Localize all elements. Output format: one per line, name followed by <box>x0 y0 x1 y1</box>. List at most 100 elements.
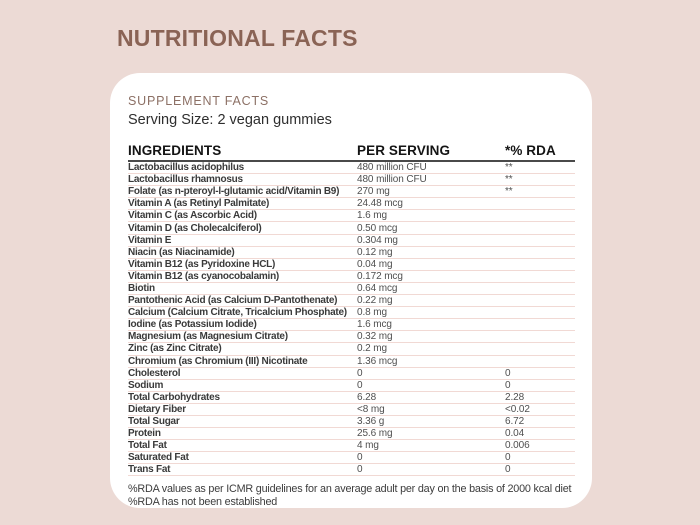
cell-per-serving: 1.6 mg <box>357 210 387 222</box>
cell-ingredient: Total Sugar <box>128 416 180 428</box>
table-row: Protein 25.6 mg 0.04 <box>128 428 575 441</box>
table-row: Niacin (as Niacinamide) 0.12 mg <box>128 247 575 259</box>
cell-ingredient: Biotin <box>128 282 155 294</box>
cell-ingredient: Vitamin C (as Ascorbic Acid) <box>128 210 257 222</box>
cell-per-serving: 1.6 mcg <box>357 319 392 331</box>
cell-per-serving: 0.8 mg <box>357 307 387 319</box>
table-body: Lactobacillus acidophilus 480 million CFU… <box>128 162 575 477</box>
cell-ingredient: Lactobacillus acidophilus <box>128 162 244 174</box>
table-row: Total Carbohydrates 6.28 2.28 <box>128 392 575 404</box>
table-row: Trans Fat 0 0 <box>128 464 575 477</box>
cell-per-serving: 0.304 mg <box>357 234 398 246</box>
cell-per-serving: 480 million CFU <box>357 162 427 174</box>
table-row: Total Sugar 3.36 g 6.72 <box>128 416 575 429</box>
cell-ingredient: Pantothenic Acid (as Calcium D-Pantothen… <box>128 295 338 307</box>
cell-per-serving: 24.48 mcg <box>357 198 403 210</box>
cell-per-serving: 0 <box>357 452 363 464</box>
cell-rda: ** <box>505 186 513 198</box>
cell-rda: 6.72 <box>505 416 525 428</box>
cell-per-serving: 0 <box>357 367 363 379</box>
cell-per-serving: 4 mg <box>357 440 379 452</box>
cell-ingredient: Vitamin D (as Cholecalciferol) <box>128 222 262 234</box>
cell-per-serving: 6.28 <box>357 391 377 403</box>
cell-ingredient: Saturated Fat <box>128 452 189 464</box>
table-row: Lactobacillus rhamnosus 480 million CFU ** <box>128 174 575 187</box>
table-row: Dietary Fiber <8 mg <0.02 <box>128 404 575 416</box>
cell-per-serving: 0.22 mg <box>357 295 393 307</box>
supplement-facts-heading: SUPPLEMENT FACTS <box>128 94 270 108</box>
table-row: Vitamin B12 (as Pyridoxine HCL) 0.04 mg <box>128 259 575 271</box>
table-header-row: INGREDIENTS PER SERVING *% RDA <box>128 141 575 162</box>
cell-rda: ** <box>505 162 513 174</box>
footnote-not-established: %RDA has not been established <box>128 496 278 509</box>
cell-per-serving: 1.36 mcg <box>357 355 398 367</box>
cell-ingredient: Magnesium (as Magnesium Citrate) <box>128 331 288 343</box>
cell-per-serving: 0.32 mg <box>357 331 393 343</box>
cell-per-serving: 0.50 mcg <box>357 222 398 234</box>
cell-per-serving: 0.2 mg <box>357 343 387 355</box>
column-header-ingredients: INGREDIENTS <box>128 143 222 158</box>
cell-rda: 2.28 <box>505 391 525 403</box>
cell-ingredient: Iodine (as Potassium Iodide) <box>128 319 257 331</box>
cell-ingredient: Dietary Fiber <box>128 403 186 415</box>
cell-rda: 0 <box>505 452 511 464</box>
cell-ingredient: Total Carbohydrates <box>128 391 220 403</box>
cell-ingredient: Chromium (as Chromium (III) Nicotinate <box>128 355 308 367</box>
cell-ingredient: Calcium (Calcium Citrate, Tricalcium Pho… <box>128 307 347 319</box>
cell-ingredient: Protein <box>128 428 161 440</box>
cell-per-serving: 0 <box>357 464 363 476</box>
table-row: Pantothenic Acid (as Calcium D-Pantothen… <box>128 295 575 308</box>
cell-ingredient: Vitamin B12 (as Pyridoxine HCL) <box>128 258 276 270</box>
cell-ingredient: Cholesterol <box>128 367 181 379</box>
supplement-facts-card: SUPPLEMENT FACTS Serving Size: 2 vegan g… <box>110 73 592 508</box>
table-row: Vitamin A (as Retinyl Palmitate) 24.48 mc… <box>128 198 575 211</box>
table-row: Total Fat 4 mg 0.006 <box>128 440 575 453</box>
cell-per-serving: 0.12 mg <box>357 246 393 258</box>
cell-ingredient: Lactobacillus rhamnosus <box>128 174 243 186</box>
cell-ingredient: Vitamin A (as Retinyl Palmitate) <box>128 198 270 210</box>
table-row: Saturated Fat 0 0 <box>128 452 575 465</box>
table-row: Biotin 0.64 mcg <box>128 282 575 296</box>
cell-rda: 0.04 <box>505 428 525 440</box>
cell-ingredient: Vitamin B12 (as cyanocobalamin) <box>128 270 280 282</box>
table-row: Chromium (as Chromium (III) Nicotinate 1.… <box>128 356 575 368</box>
footnote-icmr: %RDA values as per ICMR guidelines for a… <box>128 483 572 496</box>
page-title: NUTRITIONAL FACTS <box>117 25 358 51</box>
table-row: Cholesterol 0 0 <box>128 368 575 380</box>
cell-ingredient: Trans Fat <box>128 464 171 476</box>
cell-ingredient: Vitamin E <box>128 234 172 246</box>
cell-ingredient: Total Fat <box>128 440 167 452</box>
table-row: Sodium 0 0 <box>128 380 575 392</box>
table-row: Magnesium (as Magnesium Citrate) 0.32 mg <box>128 331 575 344</box>
cell-rda: <0.02 <box>505 403 530 415</box>
cell-ingredient: Sodium <box>128 379 164 391</box>
cell-rda: 0 <box>505 464 511 476</box>
column-header-rda: *% RDA <box>505 143 556 158</box>
cell-per-serving: 25.6 mg <box>357 428 393 440</box>
table-row: Vitamin B12 (as cyanocobalamin) 0.172 mcg <box>128 271 575 283</box>
table-row: Vitamin D (as Cholecalciferol) 0.50 mcg <box>128 222 575 235</box>
table-row: Iodine (as Potassium Iodide) 1.6 mcg <box>128 319 575 332</box>
cell-per-serving: 0.64 mcg <box>357 282 398 294</box>
supplement-facts-table: INGREDIENTS PER SERVING *% RDA Lactobaci… <box>128 141 575 477</box>
table-row: Vitamin C (as Ascorbic Acid) 1.6 mg <box>128 210 575 223</box>
table-row: Calcium (Calcium Citrate, Tricalcium Pho… <box>128 307 575 320</box>
table-row: Zinc (as Zinc Citrate) 0.2 mg <box>128 343 575 356</box>
cell-rda: 0 <box>505 367 511 379</box>
cell-rda: ** <box>505 174 513 186</box>
table-row: Folate (as n-pteroyl-l-glutamic acid/Vit… <box>128 186 575 199</box>
cell-per-serving: 3.36 g <box>357 416 385 428</box>
cell-rda: 0 <box>505 379 511 391</box>
table-row: Lactobacillus acidophilus 480 million CFU… <box>128 162 575 175</box>
column-header-per-serving: PER SERVING <box>357 143 451 158</box>
cell-per-serving: 270 mg <box>357 186 390 198</box>
cell-ingredient: Niacin (as Niacinamide) <box>128 246 235 258</box>
cell-ingredient: Zinc (as Zinc Citrate) <box>128 343 222 355</box>
cell-per-serving: 0.172 mcg <box>357 270 403 282</box>
serving-size: Serving Size: 2 vegan gummies <box>128 112 332 128</box>
cell-per-serving: 0.04 mg <box>357 258 393 270</box>
cell-per-serving: <8 mg <box>357 403 385 415</box>
cell-rda: 0.006 <box>505 440 530 452</box>
table-row: Vitamin E 0.304 mg <box>128 235 575 247</box>
